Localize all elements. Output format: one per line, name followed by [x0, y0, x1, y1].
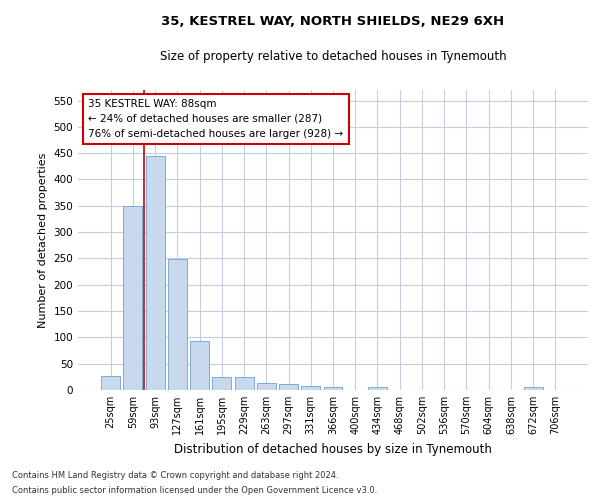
- Bar: [235, 378, 254, 390]
- Bar: [190, 341, 209, 390]
- Text: 35 KESTREL WAY: 88sqm
← 24% of detached houses are smaller (287)
76% of semi-det: 35 KESTREL WAY: 88sqm ← 24% of detached …: [88, 99, 343, 138]
- Text: Contains HM Land Registry data © Crown copyright and database right 2024.: Contains HM Land Registry data © Crown c…: [12, 471, 338, 480]
- Bar: [212, 378, 231, 390]
- Bar: [168, 260, 187, 390]
- Text: Contains public sector information licensed under the Open Government Licence v3: Contains public sector information licen…: [12, 486, 377, 495]
- Bar: [279, 384, 298, 390]
- Bar: [124, 206, 142, 390]
- Text: Size of property relative to detached houses in Tynemouth: Size of property relative to detached ho…: [160, 50, 506, 63]
- Bar: [146, 156, 164, 390]
- Bar: [323, 387, 343, 390]
- Bar: [301, 386, 320, 390]
- Bar: [368, 388, 387, 390]
- Bar: [101, 376, 120, 390]
- Text: 35, KESTREL WAY, NORTH SHIELDS, NE29 6XH: 35, KESTREL WAY, NORTH SHIELDS, NE29 6XH: [161, 15, 505, 28]
- Bar: [257, 383, 276, 390]
- Bar: [524, 388, 542, 390]
- Y-axis label: Number of detached properties: Number of detached properties: [38, 152, 48, 328]
- X-axis label: Distribution of detached houses by size in Tynemouth: Distribution of detached houses by size …: [174, 442, 492, 456]
